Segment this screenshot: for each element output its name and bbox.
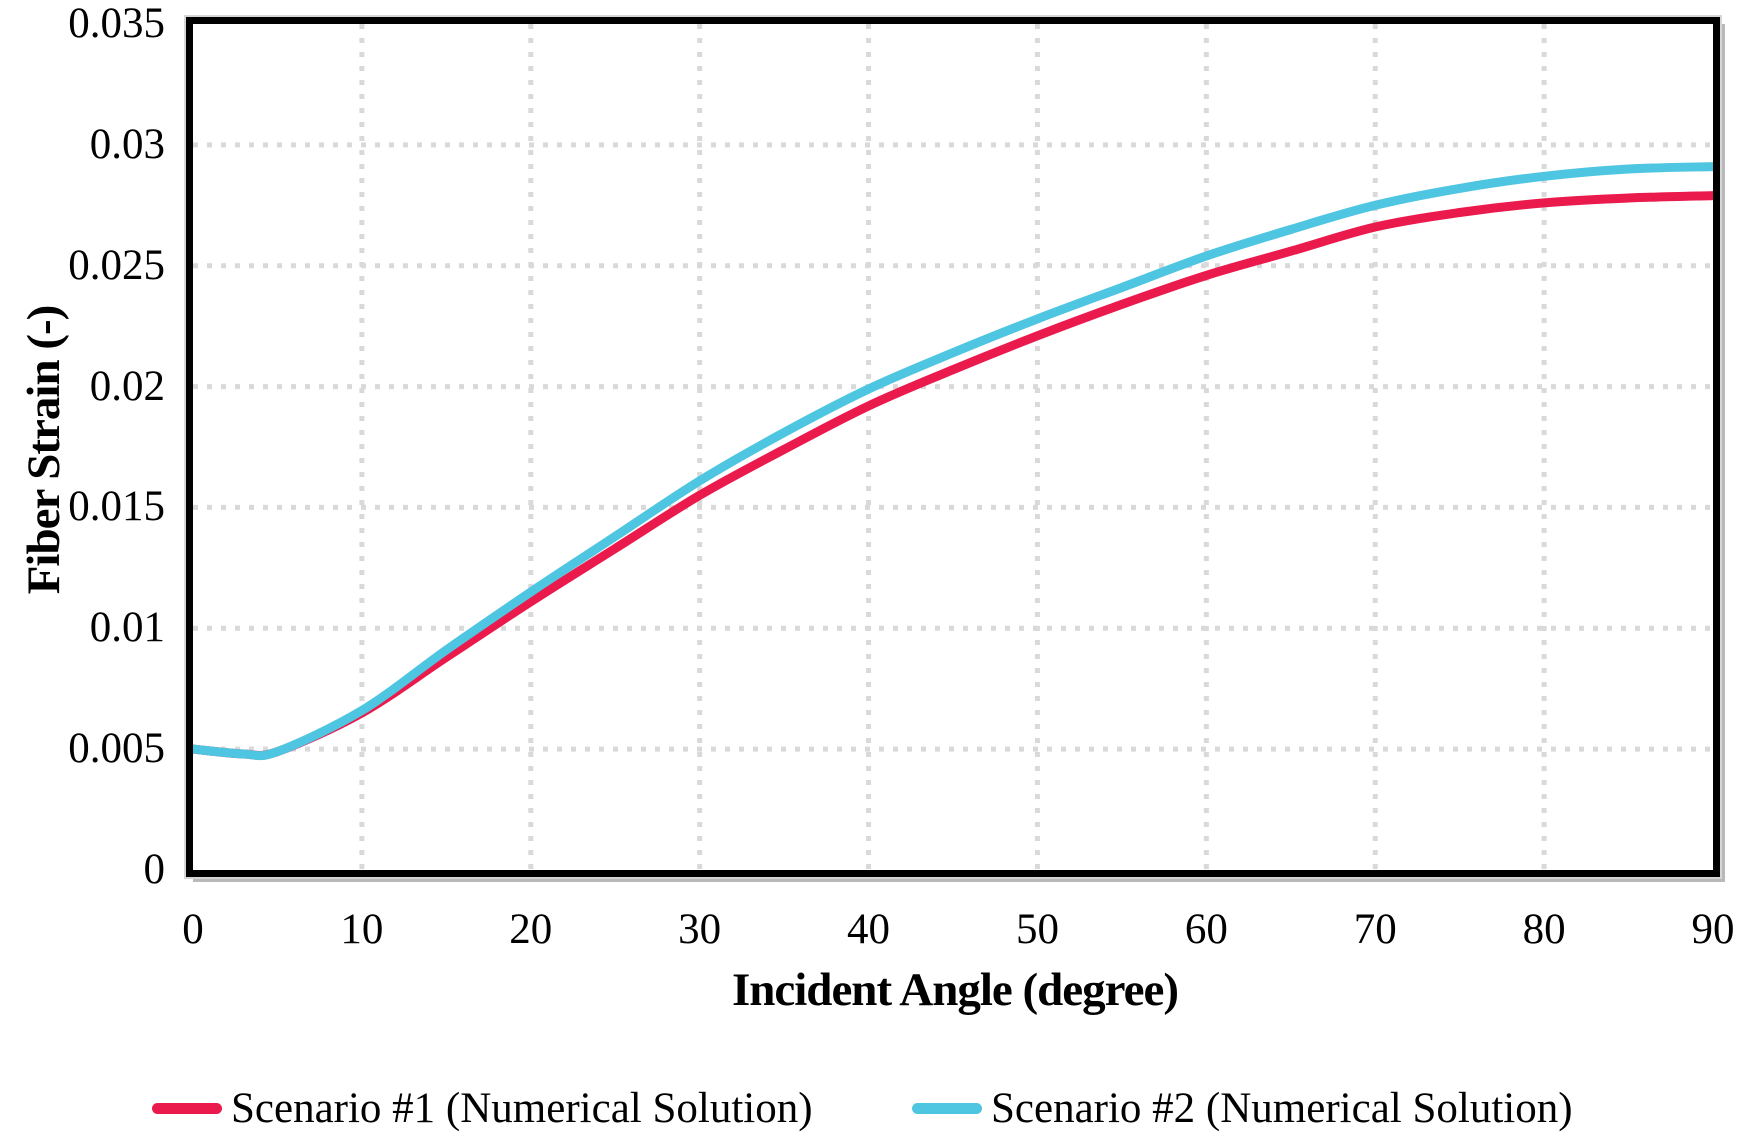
y-tick-label: 0.025	[68, 241, 165, 289]
y-tick-label: 0.005	[68, 725, 165, 773]
plot-svg	[193, 24, 1713, 870]
gridlines-group	[193, 24, 1713, 870]
legend-label-scenario-2: Scenario #2 (Numerical Solution)	[991, 1084, 1573, 1132]
x-axis-title: Incident Angle (degree)	[731, 964, 1179, 1016]
x-tick-label: 90	[1691, 906, 1735, 953]
y-tick-label: 0	[143, 846, 166, 893]
x-tick-label: 80	[1522, 906, 1566, 953]
y-tick-label: 0.035	[68, 0, 165, 47]
y-tick-label: 0.02	[89, 362, 165, 410]
y-tick-label: 0.03	[89, 120, 165, 168]
x-tick-label: 50	[1015, 906, 1059, 953]
x-tick-label: 60	[1184, 906, 1228, 953]
legend-label-scenario-1: Scenario #1 (Numerical Solution)	[231, 1084, 813, 1132]
x-tick-label: 20	[509, 906, 553, 953]
x-tick-label: 70	[1353, 906, 1397, 953]
y-tick-label: 0.01	[89, 604, 165, 652]
legend-item-scenario-1: Scenario #1 (Numerical Solution)	[152, 1084, 813, 1132]
series-group	[193, 162, 1713, 761]
x-tick-label: 40	[847, 906, 891, 953]
legend-swatch-scenario-2	[912, 1102, 982, 1114]
x-tick-label: 10	[340, 906, 384, 953]
x-tick-label: 30	[678, 906, 722, 953]
legend-swatch-scenario-1	[152, 1102, 222, 1114]
series-line-scenario-2	[193, 162, 1713, 761]
y-axis-title: Fiber Strain (-)	[18, 305, 70, 595]
y-tick-label: 0.015	[68, 483, 165, 531]
legend-item-scenario-2: Scenario #2 (Numerical Solution)	[912, 1084, 1573, 1132]
plot-area	[184, 15, 1722, 879]
x-tick-label: 0	[182, 906, 204, 953]
